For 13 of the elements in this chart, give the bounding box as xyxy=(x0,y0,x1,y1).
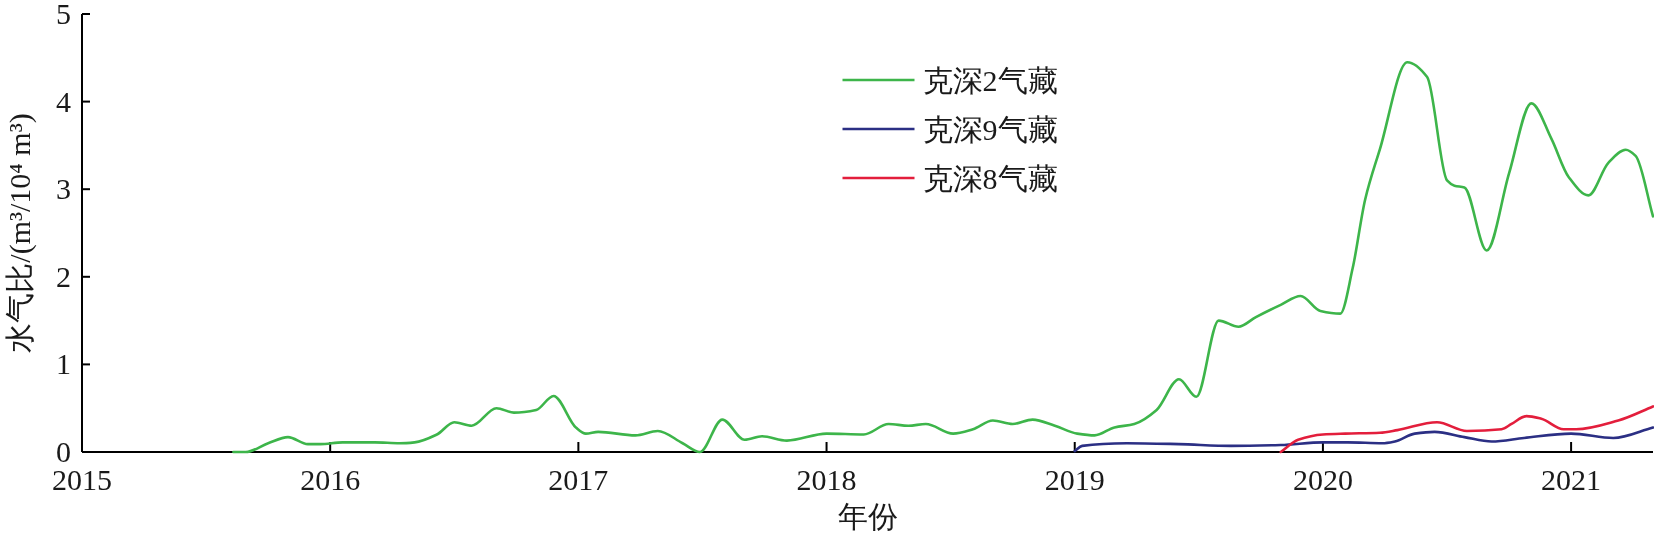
y-axis-title: 水气比/(m³/10⁴ m³) xyxy=(3,113,36,353)
y-tick-label: 5 xyxy=(56,0,71,30)
x-tick-label: 2016 xyxy=(300,463,361,496)
x-tick-label: 2018 xyxy=(796,463,857,496)
x-tick-label: 2017 xyxy=(548,463,609,496)
y-tick-label: 3 xyxy=(56,172,71,206)
x-axis-title: 年份 xyxy=(837,500,898,533)
y-tick-label: 4 xyxy=(56,84,71,118)
x-tick-label: 2020 xyxy=(1292,463,1353,496)
x-tick-label: 2021 xyxy=(1541,463,1602,496)
y-tick-label: 2 xyxy=(56,259,71,293)
x-tick-label: 2019 xyxy=(1044,463,1105,496)
y-tick-label: 1 xyxy=(56,347,71,381)
